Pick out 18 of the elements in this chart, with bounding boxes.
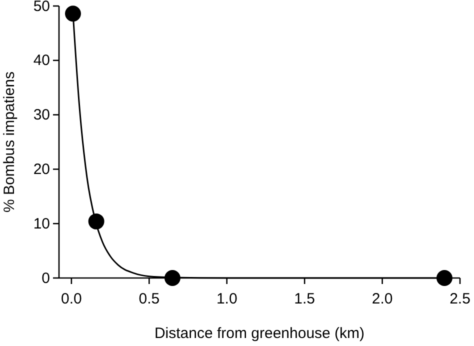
- y-axis-title: % Bombus impatiens: [1, 72, 18, 212]
- point: [88, 213, 104, 230]
- y-tick-label: 50: [33, 0, 50, 15]
- point: [65, 6, 81, 22]
- x-tick-label: 2.0: [372, 290, 393, 308]
- y-tick-label: 40: [33, 52, 50, 70]
- x-tick-label: 1.5: [294, 290, 316, 308]
- x-tick-label: 0.0: [61, 290, 82, 308]
- y-tick-label: 30: [33, 106, 50, 124]
- x-tick-label: 0.5: [138, 290, 160, 308]
- point: [164, 270, 180, 286]
- y-tick-label: 0: [42, 270, 50, 287]
- x-axis-title: Distance from greenhouse (km): [154, 325, 365, 342]
- x-tick-label: 1.0: [216, 290, 238, 308]
- point: [436, 270, 452, 286]
- y-tick-label: 10: [33, 215, 50, 232]
- x-tick-label: 2.5: [450, 290, 470, 308]
- y-tick-label: 20: [33, 161, 50, 178]
